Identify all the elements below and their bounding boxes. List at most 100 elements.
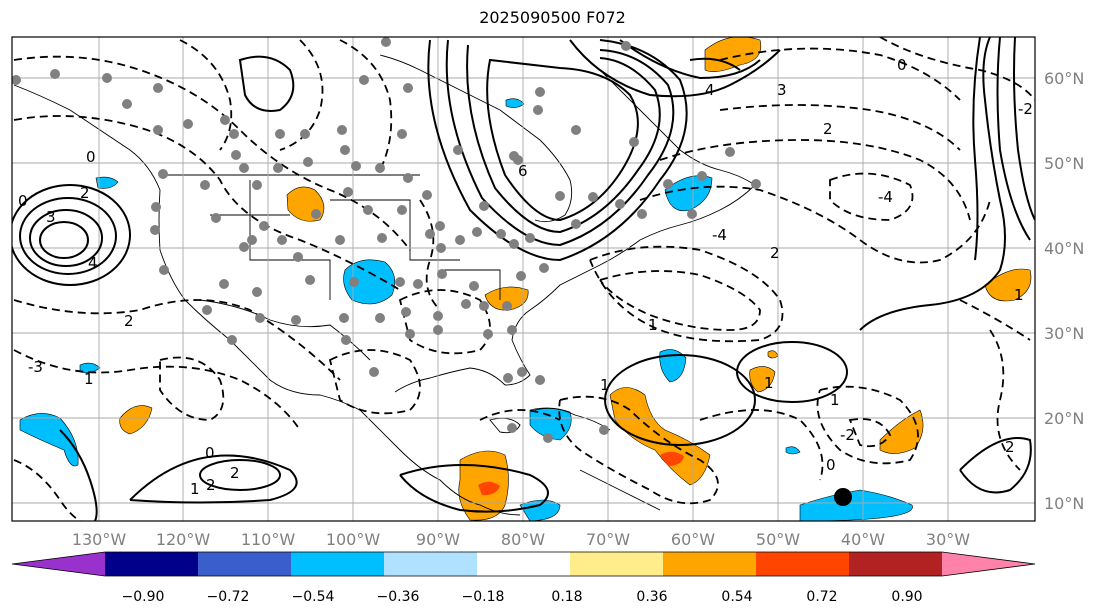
contour-label: 6 [518, 162, 528, 180]
colorbar-tick-label: 0.18 [551, 589, 582, 605]
colorbar-segment [384, 552, 477, 576]
contour-label: 4 [88, 254, 98, 272]
longitude-label: 80°W [501, 530, 545, 549]
contour-label: 1 [84, 370, 94, 388]
contour-label: 1 [190, 480, 200, 498]
contour-label: 2 [80, 184, 90, 202]
shade-red [478, 481, 500, 496]
longitude-label: 110°W [241, 530, 296, 549]
shade-orange [749, 366, 776, 393]
latitude-labels: 60°N 50°N 40°N 30°N 20°N 10°N [1044, 69, 1084, 513]
shade-blue [343, 259, 396, 305]
contour-label: 1 [1014, 286, 1024, 304]
colorbar-tick-label: −0.90 [122, 589, 165, 605]
pacific-high-contour [12, 184, 131, 286]
longitude-label: 70°W [586, 530, 630, 549]
shade-blue [79, 362, 101, 374]
colorbar-segment [663, 552, 756, 576]
shade-blue [519, 499, 561, 521]
contour-label: 1 [764, 374, 774, 392]
black-marker-dot [834, 488, 852, 506]
colorbar-tick-labels: −0.90 −0.72 −0.54 −0.36 −0.18 0.18 0.36 … [122, 589, 923, 605]
colorbar-segment [756, 552, 849, 576]
contour-label: 2 [206, 476, 216, 494]
contour-label: 1 [648, 316, 658, 334]
dashed-contours [13, 37, 1035, 521]
map-title: 2025090500 F072 [479, 8, 626, 27]
contour-label: 0 [826, 456, 836, 474]
pacific-high-contour [19, 197, 117, 275]
contour-label: 2 [823, 120, 833, 138]
shade-blue [799, 489, 913, 521]
contour-label: -2 [1018, 100, 1033, 118]
latitude-label: 50°N [1044, 154, 1084, 173]
contour-label: 2 [770, 244, 780, 262]
colorbar-extend-min [12, 552, 105, 576]
contour-label: 0 [897, 56, 907, 74]
longitude-label: 100°W [326, 530, 381, 549]
latitude-label: 60°N [1044, 69, 1084, 88]
contour-label: 4 [705, 81, 715, 99]
colorbar-outline [11, 551, 1036, 577]
contour-label: 2 [1005, 438, 1015, 456]
contour-label: 2 [124, 312, 134, 330]
colorbar-tick-label: −0.54 [292, 589, 335, 605]
colorbar-segment [477, 552, 570, 576]
shade-orange [484, 286, 529, 311]
longitude-label: 30°W [926, 530, 970, 549]
shade-blue [785, 446, 801, 455]
contour-labels: 4 3 2 0 4 3 2 0 0 -2 -4 -4 2 2 2 0 1 0 -… [18, 56, 1033, 498]
shade-orange [879, 409, 924, 454]
contour-label: 0 [86, 148, 96, 166]
shade-blue [659, 349, 687, 383]
colorbar-tick-label: 0.72 [806, 589, 837, 605]
shade-blue [664, 175, 713, 212]
longitude-label: 60°W [671, 530, 715, 549]
longitude-label: 50°W [756, 530, 800, 549]
latitude-label: 20°N [1044, 409, 1084, 428]
colorbar-tick-label: 0.90 [891, 589, 922, 605]
latitude-label: 10°N [1044, 494, 1084, 513]
shade-blue [95, 176, 119, 189]
colorbar-extend-max [942, 552, 1035, 576]
colorbar-tick-label: −0.36 [377, 589, 420, 605]
shade-red [660, 451, 684, 466]
station-dots [12, 37, 761, 443]
colorbar-tick-label: −0.72 [207, 589, 250, 605]
shade-orange [767, 350, 779, 359]
longitude-label: 130°W [72, 530, 127, 549]
shade-blue [19, 413, 79, 467]
shade-orange [984, 268, 1032, 302]
colorbar-tick-label: −0.18 [462, 589, 505, 605]
solid-contours [12, 37, 1035, 521]
coastlines [13, 54, 756, 516]
shaded-areas [19, 37, 1032, 521]
contour-label: -4 [712, 226, 727, 244]
longitude-label: 90°W [416, 530, 460, 549]
contour-label: 2 [230, 464, 240, 482]
shade-orange [119, 405, 153, 435]
colorbar [11, 551, 1036, 577]
contour-label: -3 [28, 358, 43, 376]
contour-label: -2 [840, 426, 855, 444]
map-frame [11, 36, 1036, 522]
colorbar-tick-label: 0.54 [721, 589, 752, 605]
contour-label: 0 [205, 444, 215, 462]
longitude-labels: 130°W 120°W 110°W 100°W 90°W 80°W 70°W 6… [72, 530, 970, 549]
colorbar-tick-label: 0.36 [636, 589, 667, 605]
pacific-high-contour [39, 221, 89, 259]
contour-label: 1 [600, 376, 610, 394]
colorbar-segment [198, 552, 291, 576]
contour-label: 3 [777, 81, 787, 99]
map-canvas: 4 3 2 0 4 3 2 0 0 -2 -4 -4 2 2 2 0 1 0 -… [12, 37, 1035, 521]
shade-orange [609, 387, 711, 486]
colorbar-segment [570, 552, 663, 576]
contour-label: 3 [46, 208, 56, 226]
colorbar-segment [849, 552, 942, 576]
pacific-high-contour [29, 209, 103, 267]
latitude-label: 40°N [1044, 239, 1084, 258]
contour-label: 1 [830, 391, 840, 409]
longitude-label: 120°W [156, 530, 211, 549]
colorbar-segment [291, 552, 384, 576]
contour-label: 0 [18, 192, 28, 210]
